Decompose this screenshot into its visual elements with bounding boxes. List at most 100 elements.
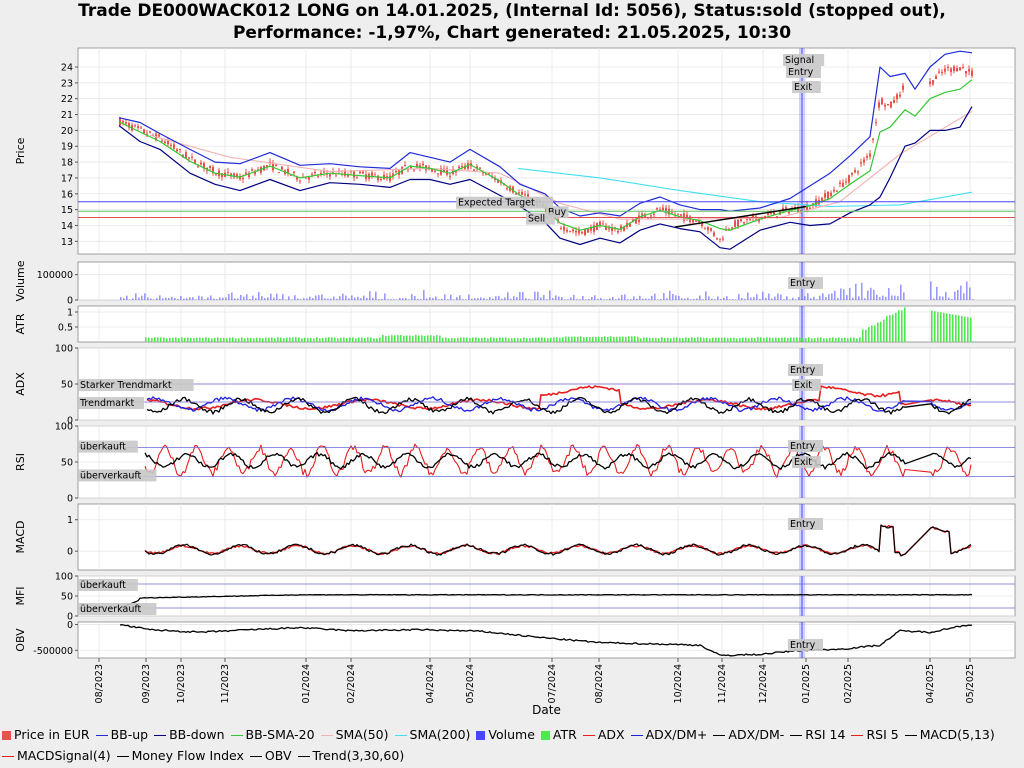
atr-bar	[682, 338, 684, 342]
adx-ytick-label-2: 100	[55, 344, 73, 355]
atr-bar	[301, 338, 303, 342]
rsi-oversold-label-bg	[78, 469, 157, 482]
volume-bar	[417, 298, 419, 300]
price-candle	[185, 152, 187, 159]
volume-bar	[711, 298, 713, 300]
volume-bar	[570, 297, 572, 300]
atr-bar	[931, 310, 933, 342]
volume-bar	[258, 291, 260, 300]
adx-entry-annotation-bg	[788, 364, 823, 376]
price-candle	[842, 182, 844, 187]
atr-bar	[802, 338, 804, 342]
price-candle	[242, 178, 244, 180]
legend-swatch	[582, 735, 595, 736]
atr-bar	[487, 338, 489, 342]
volume-bar	[537, 291, 539, 300]
volume-bar	[903, 292, 905, 300]
volume-bar	[390, 299, 392, 300]
atr-bar	[652, 337, 654, 342]
volume-bar	[942, 296, 944, 300]
volume-bar	[396, 299, 398, 300]
price-candle	[578, 230, 580, 234]
atr-bar	[436, 335, 438, 342]
atr-bar	[151, 338, 153, 342]
price-candle	[611, 227, 613, 232]
price-candle	[740, 219, 742, 222]
volume-bar	[516, 297, 518, 300]
price-candle	[350, 171, 352, 173]
volume-bar	[177, 299, 179, 300]
price-candle	[515, 193, 517, 195]
price-candle	[806, 204, 808, 211]
price-candle	[899, 94, 901, 97]
atr-bar	[808, 337, 810, 342]
price-candle	[293, 171, 295, 173]
volume-bar	[801, 299, 803, 300]
volume-bar	[939, 296, 941, 300]
price-candle	[200, 162, 202, 165]
rsi5-line	[144, 443, 972, 478]
price-candle	[680, 214, 682, 216]
volume-bar	[657, 299, 659, 300]
atr-bar	[613, 336, 615, 342]
legend-label: BB-down	[169, 727, 225, 742]
adx-strong-label-bg	[78, 379, 194, 391]
volume-bar	[564, 299, 566, 300]
title-line-1: Trade DE000WACK012 LONG on 14.01.2025, (…	[78, 1, 946, 21]
legend-label: MACDSignal(4)	[17, 748, 111, 763]
price-candle	[305, 177, 307, 179]
volume-bar	[624, 294, 626, 300]
price-candle	[617, 230, 619, 233]
price-candle	[671, 212, 673, 214]
atr-bar	[757, 337, 759, 342]
volume-bar	[426, 298, 428, 300]
price-candle	[878, 102, 880, 108]
volume-bar	[882, 295, 884, 300]
volume-bar	[756, 294, 758, 300]
volume-bar	[255, 298, 257, 300]
signal-annotation-bg	[783, 54, 825, 66]
price-candle	[650, 215, 652, 217]
volume-bar	[855, 283, 857, 300]
volume-bar	[543, 294, 545, 300]
volume-bar	[222, 297, 224, 300]
price-candle	[968, 69, 970, 72]
atr-bar	[703, 337, 705, 342]
price-candle	[614, 227, 616, 229]
atr-bar	[790, 337, 792, 342]
atr-bar	[712, 337, 714, 342]
atr-bar	[286, 337, 288, 342]
price-candle	[959, 67, 961, 71]
atr-bar	[481, 337, 483, 342]
price-candle	[329, 174, 331, 177]
volume-bar	[900, 284, 902, 300]
atr-bar	[433, 335, 435, 342]
volume-bar	[453, 299, 455, 300]
volume-bar	[675, 295, 677, 300]
volume-bar	[750, 297, 752, 300]
atr-bar	[493, 337, 495, 342]
atr-bar	[841, 338, 843, 342]
volume-bar	[816, 299, 818, 300]
atr-bar	[937, 311, 939, 342]
atr-bar	[451, 338, 453, 342]
atr-bar	[877, 322, 879, 342]
price-candle	[170, 144, 172, 146]
trend-line	[674, 205, 807, 228]
volume-bar	[561, 297, 563, 300]
x-tick-label-7: 05/2024	[465, 664, 476, 703]
atr-bar	[304, 337, 306, 342]
price-candle	[773, 210, 775, 215]
atr-bar	[325, 337, 327, 342]
price-candle	[275, 164, 277, 167]
price-candle	[947, 67, 949, 69]
atr-bar	[886, 316, 888, 342]
volume-bar	[459, 295, 461, 300]
price-candle	[419, 165, 421, 168]
price-candle	[896, 94, 898, 100]
volume-bar	[162, 298, 164, 300]
atr-bar	[949, 313, 951, 342]
atr-bar	[370, 337, 372, 342]
volume-bar	[723, 297, 725, 300]
atr-bar	[895, 312, 897, 342]
